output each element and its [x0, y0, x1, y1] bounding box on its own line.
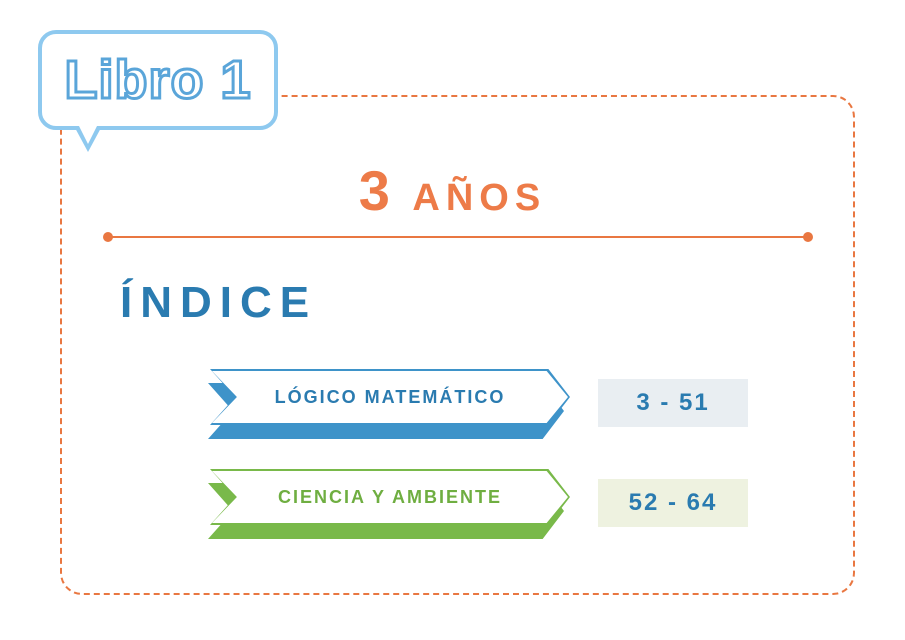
index-heading: ÍNDICE	[120, 278, 317, 328]
toc-pages-box: 52 - 64	[598, 479, 748, 527]
toc-row: LÓGICO MATEMÁTICO 3 - 51	[208, 370, 838, 436]
age-word: AÑOS	[412, 177, 546, 219]
book-title-bubble: Libro 1	[38, 30, 278, 130]
toc-row: CIENCIA Y AMBIENTE 52 - 64	[208, 470, 838, 536]
toc-arrow: CIENCIA Y AMBIENTE	[208, 471, 568, 535]
page-canvas: Libro 1 3 AÑOS ÍNDICE LÓGICO MATEMÁTICO …	[0, 0, 905, 640]
toc-arrow-face: LÓGICO MATEMÁTICO	[212, 371, 568, 423]
age-headline: 3 AÑOS	[0, 158, 905, 223]
toc-pages-box: 3 - 51	[598, 379, 748, 427]
toc-arrow: LÓGICO MATEMÁTICO	[208, 371, 568, 435]
book-title-text: Libro 1	[64, 49, 251, 111]
age-number: 3	[359, 159, 396, 222]
toc-arrow-label: LÓGICO MATEMÁTICO	[275, 387, 506, 408]
toc-arrow-face: CIENCIA Y AMBIENTE	[212, 471, 568, 523]
toc-arrow-label: CIENCIA Y AMBIENTE	[278, 487, 502, 508]
divider-rule	[108, 236, 808, 238]
